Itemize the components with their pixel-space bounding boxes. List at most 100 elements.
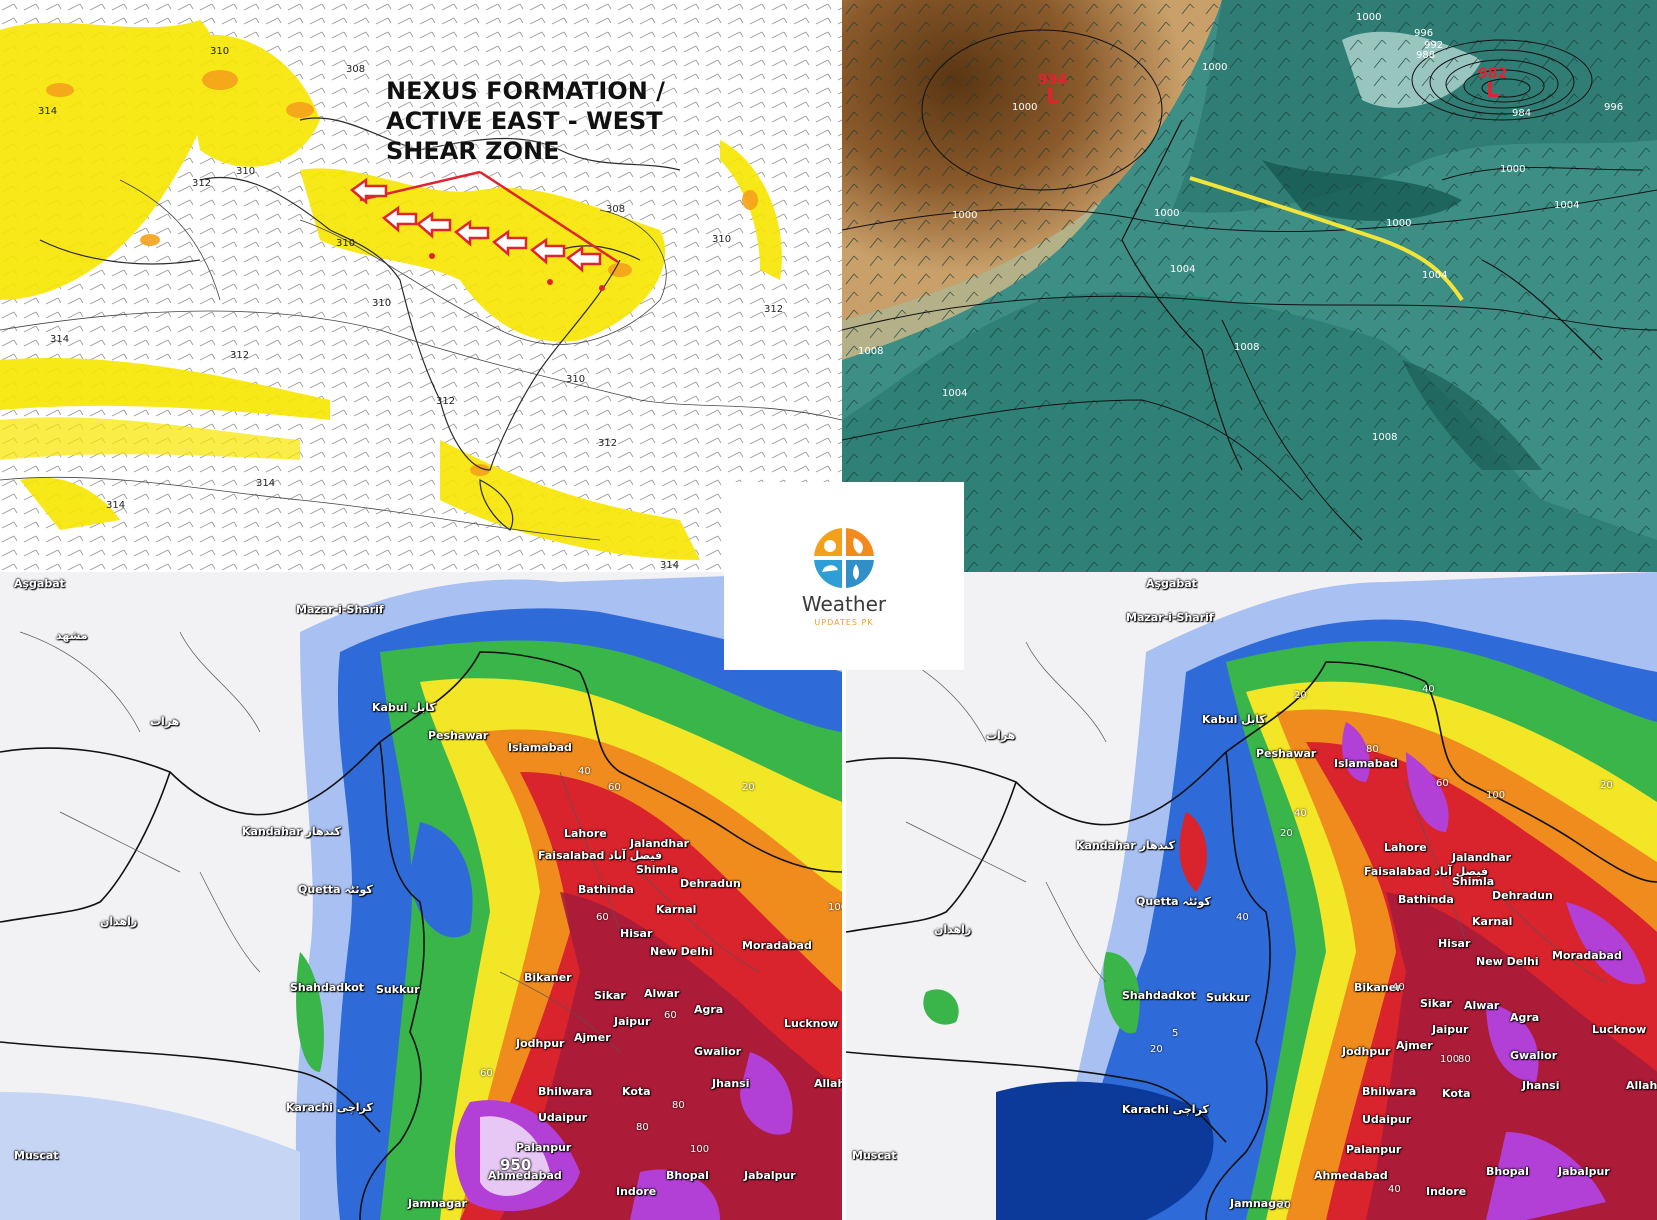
city-label: Hisar bbox=[1438, 937, 1471, 950]
city-label: Islamabad bbox=[508, 741, 572, 754]
surface-pressure-map: 994 L 982 L 1000 1000 1000 1000 996 992 … bbox=[842, 0, 1657, 572]
trough-line bbox=[1189, 176, 1464, 302]
city-label: Bathinda bbox=[578, 883, 634, 896]
contour-label: 314 bbox=[106, 500, 126, 511]
city-label: Karnal bbox=[1472, 915, 1513, 928]
rainfall-contour-value: 60 bbox=[480, 1068, 493, 1079]
city-label: Bathinda bbox=[1398, 893, 1454, 906]
city-label: Muscat bbox=[852, 1149, 897, 1162]
rainfall-accumulation-map-1: Aşgabat Mazar-i-Sharif مشهد هرات Kabul ک… bbox=[0, 572, 842, 1220]
contour-label: 310 bbox=[336, 238, 356, 249]
city-label: Muscat bbox=[14, 1149, 59, 1162]
city-label: Kota bbox=[1442, 1087, 1471, 1100]
city-label: Udaipur bbox=[1362, 1113, 1412, 1126]
city-label: Jhansi bbox=[1522, 1079, 1560, 1092]
city-label: Karachi کراچی bbox=[286, 1101, 373, 1114]
city-label: Bhopal bbox=[1486, 1165, 1529, 1178]
rainfall-contour-value: 60 bbox=[664, 1010, 677, 1021]
city-label: Ajmer bbox=[1396, 1039, 1433, 1052]
city-label: Agra bbox=[1510, 1011, 1540, 1024]
city-label: Moradabad bbox=[742, 939, 812, 952]
city-label: Bikaner bbox=[1354, 981, 1402, 994]
shear-zone-heading: NEXUS FORMATION / ACTIVE EAST - WEST SHE… bbox=[386, 76, 706, 166]
city-label: Moradabad bbox=[1552, 949, 1622, 962]
isobar-label: 1000 bbox=[1500, 164, 1526, 175]
contour-label: 314 bbox=[38, 106, 58, 117]
city-label: Jalandhar bbox=[630, 837, 690, 850]
rainfall-contour-value: 20 bbox=[1150, 1044, 1163, 1055]
city-label: Lucknow bbox=[1592, 1023, 1647, 1036]
rainfall-contour-value: 20 bbox=[1278, 1200, 1291, 1211]
rainfall-contour-value: 100 bbox=[1440, 1054, 1460, 1065]
city-label: Quetta کوئٹہ bbox=[1136, 895, 1211, 908]
city-label: Ahmedabad bbox=[488, 1169, 562, 1182]
city-label: Jodhpur bbox=[516, 1037, 565, 1050]
rainfall-contour-value: 40 bbox=[1388, 1184, 1401, 1195]
city-label: Peshawar bbox=[1256, 747, 1317, 760]
city-label: هرات bbox=[986, 729, 1016, 742]
city-label: Shahdadkot bbox=[290, 981, 365, 994]
city-label: Kota bbox=[622, 1085, 651, 1098]
weather-updates-logo: Weather UPDATES PK bbox=[724, 482, 964, 670]
city-label: Mazar-i-Sharif bbox=[296, 603, 384, 616]
isobar-label: 1000 bbox=[1154, 208, 1180, 219]
city-label: هرات bbox=[150, 715, 180, 728]
rainfall-contour-value: 40 bbox=[1392, 982, 1405, 993]
city-label: Shimla bbox=[1452, 875, 1495, 888]
city-label: Kabul کابل bbox=[1202, 713, 1266, 726]
city-label: Hisar bbox=[620, 927, 653, 940]
city-label: Aşgabat bbox=[1146, 577, 1197, 590]
rainfall-contour-value: 40 bbox=[1422, 684, 1435, 695]
heading-line-1: NEXUS FORMATION / bbox=[386, 77, 665, 105]
city-label: Jamnagar bbox=[408, 1197, 467, 1210]
city-label: Jaipur bbox=[614, 1015, 651, 1028]
rainfall-contour-value: 60 bbox=[608, 782, 621, 793]
heading-line-2: ACTIVE EAST - WEST bbox=[386, 107, 663, 135]
city-label: Alwar bbox=[644, 987, 680, 1000]
rainfall-contour-value: 60 bbox=[1436, 778, 1449, 789]
low-pressure-center-east: 982 L bbox=[1478, 66, 1507, 102]
isobar-label: 1004 bbox=[1170, 264, 1196, 275]
city-label: Lahore bbox=[564, 827, 607, 840]
city-label: Mazar-i-Sharif bbox=[1126, 611, 1214, 624]
city-label: Dehradun bbox=[680, 877, 741, 890]
rainfall-contour-value: 40 bbox=[1236, 912, 1249, 923]
isobar-label: 1000 bbox=[1012, 102, 1038, 113]
city-label: زاهدان bbox=[100, 915, 138, 928]
rainfall-contour-value: 80 bbox=[1458, 1054, 1471, 1065]
city-label: Shahdadkot bbox=[1122, 989, 1197, 1002]
low-pressure-center-west: 994 L bbox=[1038, 72, 1068, 106]
contour-label: 312 bbox=[436, 396, 456, 407]
contour-label: 310 bbox=[712, 234, 732, 245]
pressure-map-graphic bbox=[842, 0, 1657, 572]
city-label: Sukkur bbox=[1206, 991, 1250, 1004]
city-label: Shimla bbox=[636, 863, 679, 876]
city-label: Allah bbox=[814, 1077, 842, 1090]
contour-label: 314 bbox=[660, 560, 680, 571]
rainfall-contour-value: 20 bbox=[1600, 780, 1613, 791]
city-label: Islamabad bbox=[1334, 757, 1398, 770]
city-label: Sukkur bbox=[376, 983, 420, 996]
city-label: Aşgabat bbox=[14, 577, 65, 590]
low-symbol: L bbox=[1486, 78, 1499, 102]
city-label: Allah bbox=[1626, 1079, 1657, 1092]
contour-label: 314 bbox=[256, 478, 276, 489]
city-label: Palanpur bbox=[516, 1141, 572, 1154]
rainfall-contour-value: 100 bbox=[690, 1144, 710, 1155]
low-value: 994 bbox=[1038, 72, 1068, 88]
isobar-label: 996 bbox=[1414, 28, 1434, 39]
city-label: Jabalpur bbox=[1558, 1165, 1610, 1178]
city-label: Bhopal bbox=[666, 1169, 709, 1182]
isobar-label: 1008 bbox=[858, 346, 884, 357]
contour-label: 312 bbox=[764, 304, 784, 315]
rainfall-map-graphic-2 bbox=[846, 572, 1657, 1220]
isobar-label: 1000 bbox=[1386, 218, 1412, 229]
city-label: Udaipur bbox=[538, 1111, 588, 1124]
city-label: Ajmer bbox=[574, 1031, 611, 1044]
city-label: Alwar bbox=[1464, 999, 1500, 1012]
rainfall-contour-value: 100 bbox=[1486, 790, 1506, 801]
city-label: Jaipur bbox=[1432, 1023, 1469, 1036]
city-label: Karachi کراچی bbox=[1122, 1103, 1209, 1116]
rainfall-contour-value: 20 bbox=[1280, 828, 1293, 839]
city-label: Jamnagar bbox=[1230, 1197, 1289, 1210]
